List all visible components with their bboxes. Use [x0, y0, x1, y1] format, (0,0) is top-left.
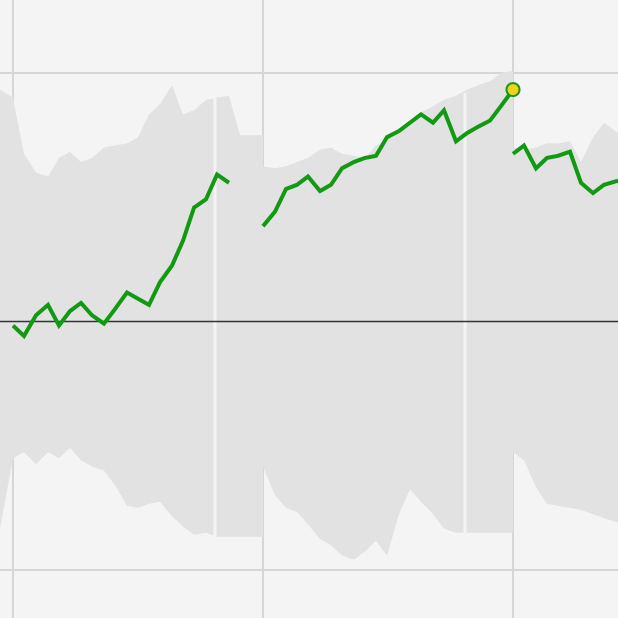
band-area-2 [263, 70, 513, 560]
confidence-bands [0, 70, 618, 560]
band-area-1 [0, 85, 263, 537]
highlight-point-marker [505, 82, 521, 98]
band-area-3 [513, 122, 618, 523]
series-line-3 [511, 142, 618, 196]
series-line-2 [261, 88, 515, 228]
highlight-marker-group [505, 82, 521, 98]
series-lines [11, 88, 618, 340]
series-line-1 [11, 171, 231, 340]
